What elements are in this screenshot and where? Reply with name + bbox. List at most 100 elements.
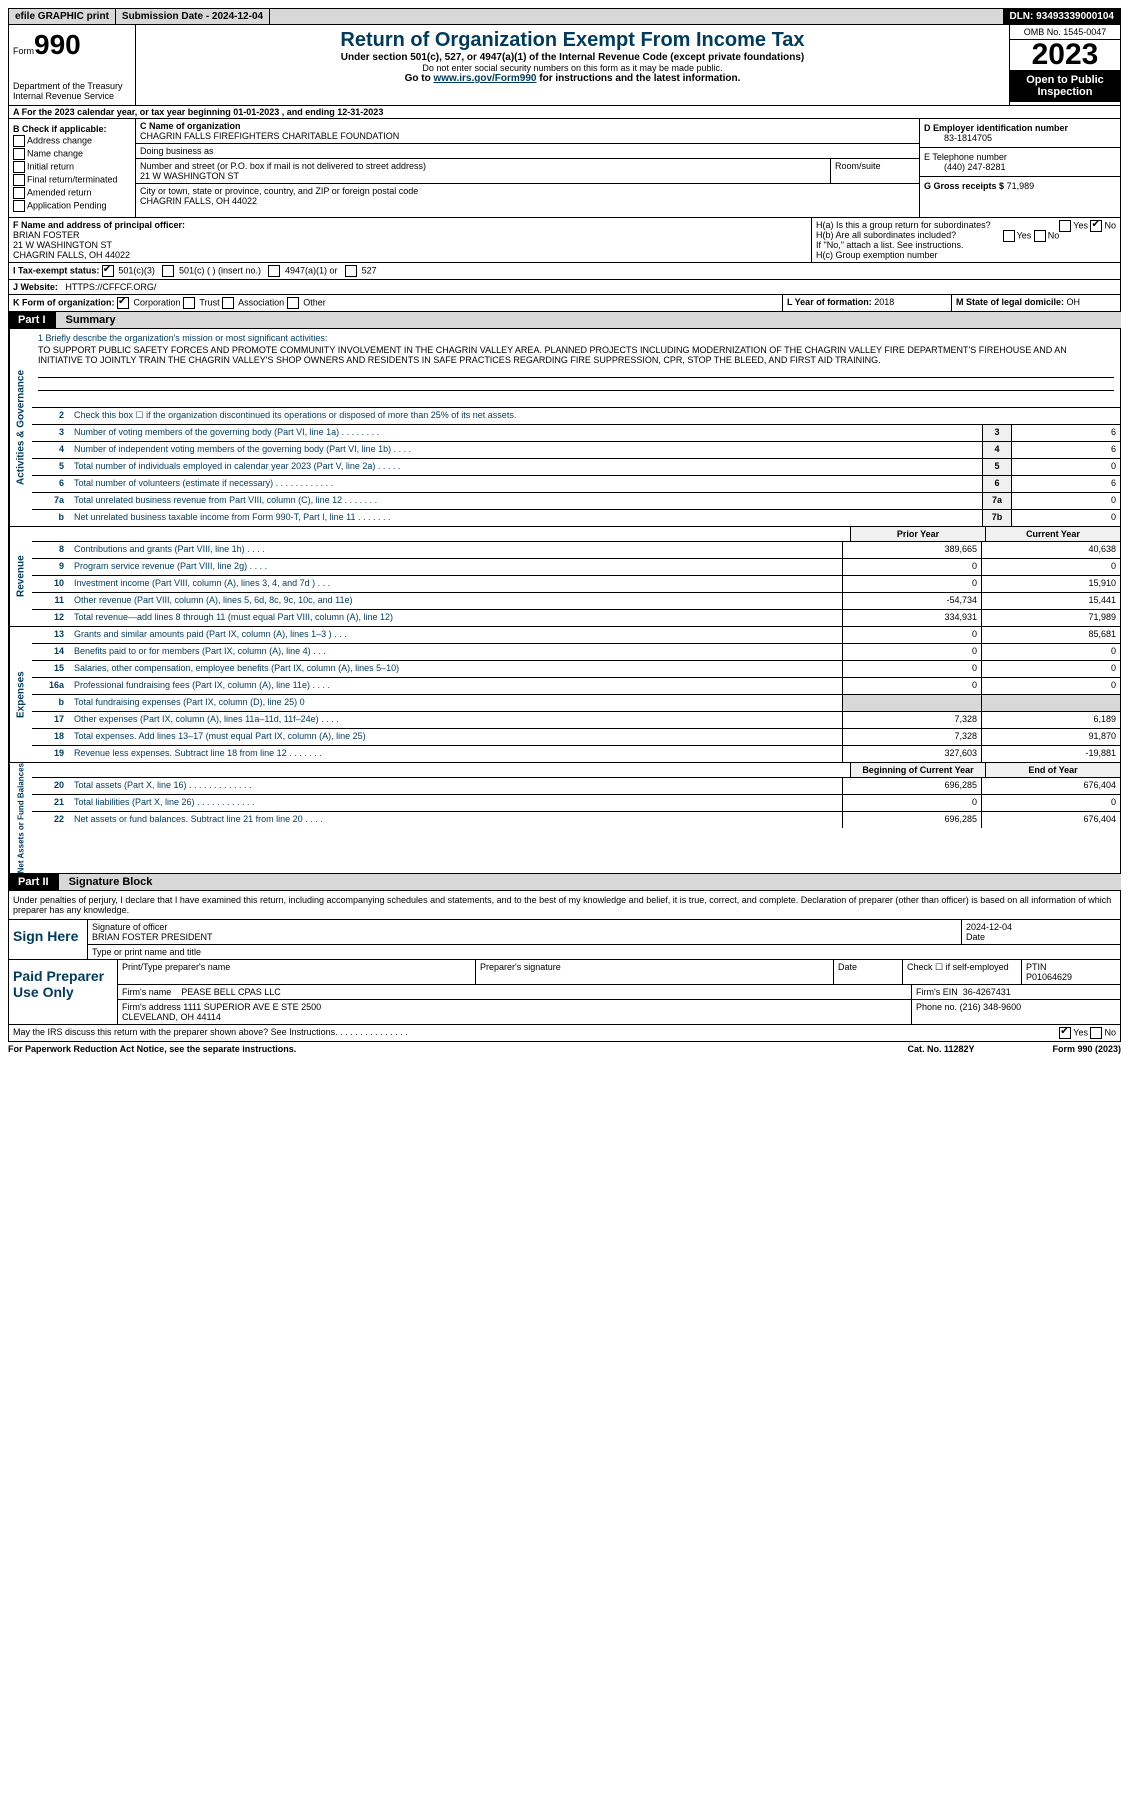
prior-year-header: Prior Year bbox=[850, 527, 985, 541]
main-info-block: B Check if applicable: Address change Na… bbox=[8, 119, 1121, 218]
officer-sig-cell: Signature of officer BRIAN FOSTER PRESID… bbox=[88, 920, 962, 944]
governance-body: 1 Briefly describe the organization's mi… bbox=[32, 329, 1120, 526]
header-goto: Go to www.irs.gov/Form990 for instructio… bbox=[140, 73, 1005, 84]
pra-notice: For Paperwork Reduction Act Notice, see … bbox=[8, 1044, 881, 1054]
firm-ein-cell: Firm's EIN 36-4267431 bbox=[912, 985, 1120, 999]
part1-num: Part I bbox=[8, 312, 56, 328]
officer-info: F Name and address of principal officer:… bbox=[9, 218, 812, 262]
irs-link[interactable]: www.irs.gov/Form990 bbox=[433, 73, 536, 84]
type-name-label: Type or print name and title bbox=[88, 945, 1120, 959]
inspection-label: Open to Public Inspection bbox=[1010, 70, 1120, 102]
form-label: Form bbox=[13, 46, 34, 56]
vtab-revenue: Revenue bbox=[9, 527, 32, 626]
prep-date-label: Date bbox=[834, 960, 903, 984]
eoy-header: End of Year bbox=[985, 763, 1120, 777]
check-name[interactable]: Name change bbox=[13, 148, 131, 160]
officer-addr2: CHAGRIN FALLS, OH 44022 bbox=[13, 250, 807, 260]
summary-line: 5Total number of individuals employed in… bbox=[32, 459, 1120, 476]
check-corp[interactable] bbox=[117, 297, 129, 309]
officer-name: BRIAN FOSTER bbox=[13, 230, 807, 240]
street-value: 21 W WASHINGTON ST bbox=[140, 171, 826, 181]
check-501c[interactable] bbox=[162, 265, 174, 277]
summary-line: 15Salaries, other compensation, employee… bbox=[32, 661, 1120, 678]
check-initial[interactable]: Initial return bbox=[13, 161, 131, 173]
check-501c3[interactable] bbox=[102, 265, 114, 277]
preparer-row: Paid Preparer Use Only Print/Type prepar… bbox=[9, 960, 1120, 1025]
summary-line: 7aTotal unrelated business revenue from … bbox=[32, 493, 1120, 510]
officer-sig-name: BRIAN FOSTER PRESIDENT bbox=[92, 932, 957, 942]
header-subtitle: Under section 501(c), 527, or 4947(a)(1)… bbox=[140, 52, 1005, 63]
column-c: C Name of organization CHAGRIN FALLS FIR… bbox=[136, 119, 919, 217]
summary-line: 2Check this box ☐ if the organization di… bbox=[32, 408, 1120, 425]
row-j: J Website: HTTPS://CFFCF.ORG/ bbox=[8, 280, 1121, 295]
top-bar: efile GRAPHIC print Submission Date - 20… bbox=[8, 8, 1121, 25]
part1-title: Summary bbox=[56, 312, 1121, 328]
mission-label: 1 Briefly describe the organization's mi… bbox=[38, 333, 1114, 343]
check-address[interactable]: Address change bbox=[13, 135, 131, 147]
firm-addr-cell: Firm's address 1111 SUPERIOR AVE E STE 2… bbox=[118, 1000, 912, 1024]
phone-cell: E Telephone number (440) 247-8281 bbox=[920, 148, 1120, 177]
preparer-label: Paid Preparer Use Only bbox=[9, 960, 118, 1024]
tax-year: 2023 bbox=[1010, 40, 1120, 70]
row-i: I Tax-exempt status: 501(c)(3) 501(c) ( … bbox=[8, 263, 1121, 280]
header-left: Form990 Department of the Treasury Inter… bbox=[9, 25, 136, 105]
net-col-headers: Beginning of Current Year End of Year bbox=[32, 763, 1120, 778]
street-cell: Number and street (or P.O. box if mail i… bbox=[136, 159, 831, 183]
mission-block: 1 Briefly describe the organization's mi… bbox=[32, 329, 1120, 408]
header-center: Return of Organization Exempt From Incom… bbox=[136, 25, 1009, 105]
website-url[interactable]: HTTPS://CFFCF.ORG/ bbox=[65, 282, 156, 292]
summary-line: 10Investment income (Part VIII, column (… bbox=[32, 576, 1120, 593]
summary-line: 20Total assets (Part X, line 16) . . . .… bbox=[32, 778, 1120, 795]
summary-line: 19Revenue less expenses. Subtract line 1… bbox=[32, 746, 1120, 762]
declaration-text: Under penalties of perjury, I declare th… bbox=[9, 891, 1120, 920]
check-other[interactable] bbox=[287, 297, 299, 309]
summary-line: 14Benefits paid to or for members (Part … bbox=[32, 644, 1120, 661]
dept-label: Department of the Treasury Internal Reve… bbox=[13, 81, 131, 101]
summary-line: 8Contributions and grants (Part VIII, li… bbox=[32, 542, 1120, 559]
officer-sig-fields: Signature of officer BRIAN FOSTER PRESID… bbox=[88, 920, 1120, 959]
header-right: OMB No. 1545-0047 2023 Open to Public In… bbox=[1009, 25, 1120, 105]
ein-cell: D Employer identification number 83-1814… bbox=[920, 119, 1120, 148]
summary-line: 9Program service revenue (Part VIII, lin… bbox=[32, 559, 1120, 576]
check-527[interactable] bbox=[345, 265, 357, 277]
year-formation: L Year of formation: 2018 bbox=[782, 295, 951, 311]
netassets-body: Beginning of Current Year End of Year 20… bbox=[32, 763, 1120, 873]
column-d: D Employer identification number 83-1814… bbox=[919, 119, 1120, 217]
part2-title: Signature Block bbox=[59, 874, 1121, 890]
discuss-yes[interactable] bbox=[1059, 1027, 1071, 1039]
self-employed-check[interactable]: Check ☐ if self-employed bbox=[903, 960, 1022, 984]
check-pending[interactable]: Application Pending bbox=[13, 200, 131, 212]
check-4947[interactable] bbox=[268, 265, 280, 277]
org-name-cell: C Name of organization CHAGRIN FALLS FIR… bbox=[136, 119, 919, 144]
officer-addr1: 21 W WASHINGTON ST bbox=[13, 240, 807, 250]
room-label: Room/suite bbox=[831, 159, 919, 183]
mission-text: TO SUPPORT PUBLIC SAFETY FORCES AND PROM… bbox=[38, 345, 1114, 365]
officer-sig-label: Signature of officer bbox=[92, 922, 957, 932]
ha-row: H(a) Is this a group return for subordin… bbox=[816, 220, 1116, 230]
summary-line: 6Total number of volunteers (estimate if… bbox=[32, 476, 1120, 493]
summary-line: 17Other expenses (Part IX, column (A), l… bbox=[32, 712, 1120, 729]
signature-block: Under penalties of perjury, I declare th… bbox=[8, 890, 1121, 1042]
part1-header: Part I Summary bbox=[8, 312, 1121, 328]
firm-phone-cell: Phone no. (216) 348-9600 bbox=[912, 1000, 1120, 1024]
discuss-row: May the IRS discuss this return with the… bbox=[9, 1025, 1120, 1041]
ein-value: 83-1814705 bbox=[924, 133, 1116, 143]
gross-value: 71,989 bbox=[1007, 181, 1035, 191]
firm-name-cell: Firm's name PEASE BELL CPAS LLC bbox=[118, 985, 912, 999]
sign-here-row: Sign Here Signature of officer BRIAN FOS… bbox=[9, 920, 1120, 960]
check-trust[interactable] bbox=[183, 297, 195, 309]
vtab-expenses: Expenses bbox=[9, 627, 32, 762]
cat-number: Cat. No. 11282Y bbox=[881, 1044, 1001, 1054]
discuss-no[interactable] bbox=[1090, 1027, 1102, 1039]
check-final[interactable]: Final return/terminated bbox=[13, 174, 131, 186]
form-header: Form990 Department of the Treasury Inter… bbox=[8, 25, 1121, 106]
sig-date-value: 2024-12-04 bbox=[966, 922, 1116, 932]
dba-label: Doing business as bbox=[136, 144, 919, 159]
revenue-body: Prior Year Current Year 8Contributions a… bbox=[32, 527, 1120, 626]
section-a: A For the 2023 calendar year, or tax yea… bbox=[8, 106, 1121, 119]
summary-line: 4Number of independent voting members of… bbox=[32, 442, 1120, 459]
check-amended[interactable]: Amended return bbox=[13, 187, 131, 199]
efile-label: efile GRAPHIC print bbox=[9, 9, 116, 24]
summary-line: 11Other revenue (Part VIII, column (A), … bbox=[32, 593, 1120, 610]
check-assoc[interactable] bbox=[222, 297, 234, 309]
